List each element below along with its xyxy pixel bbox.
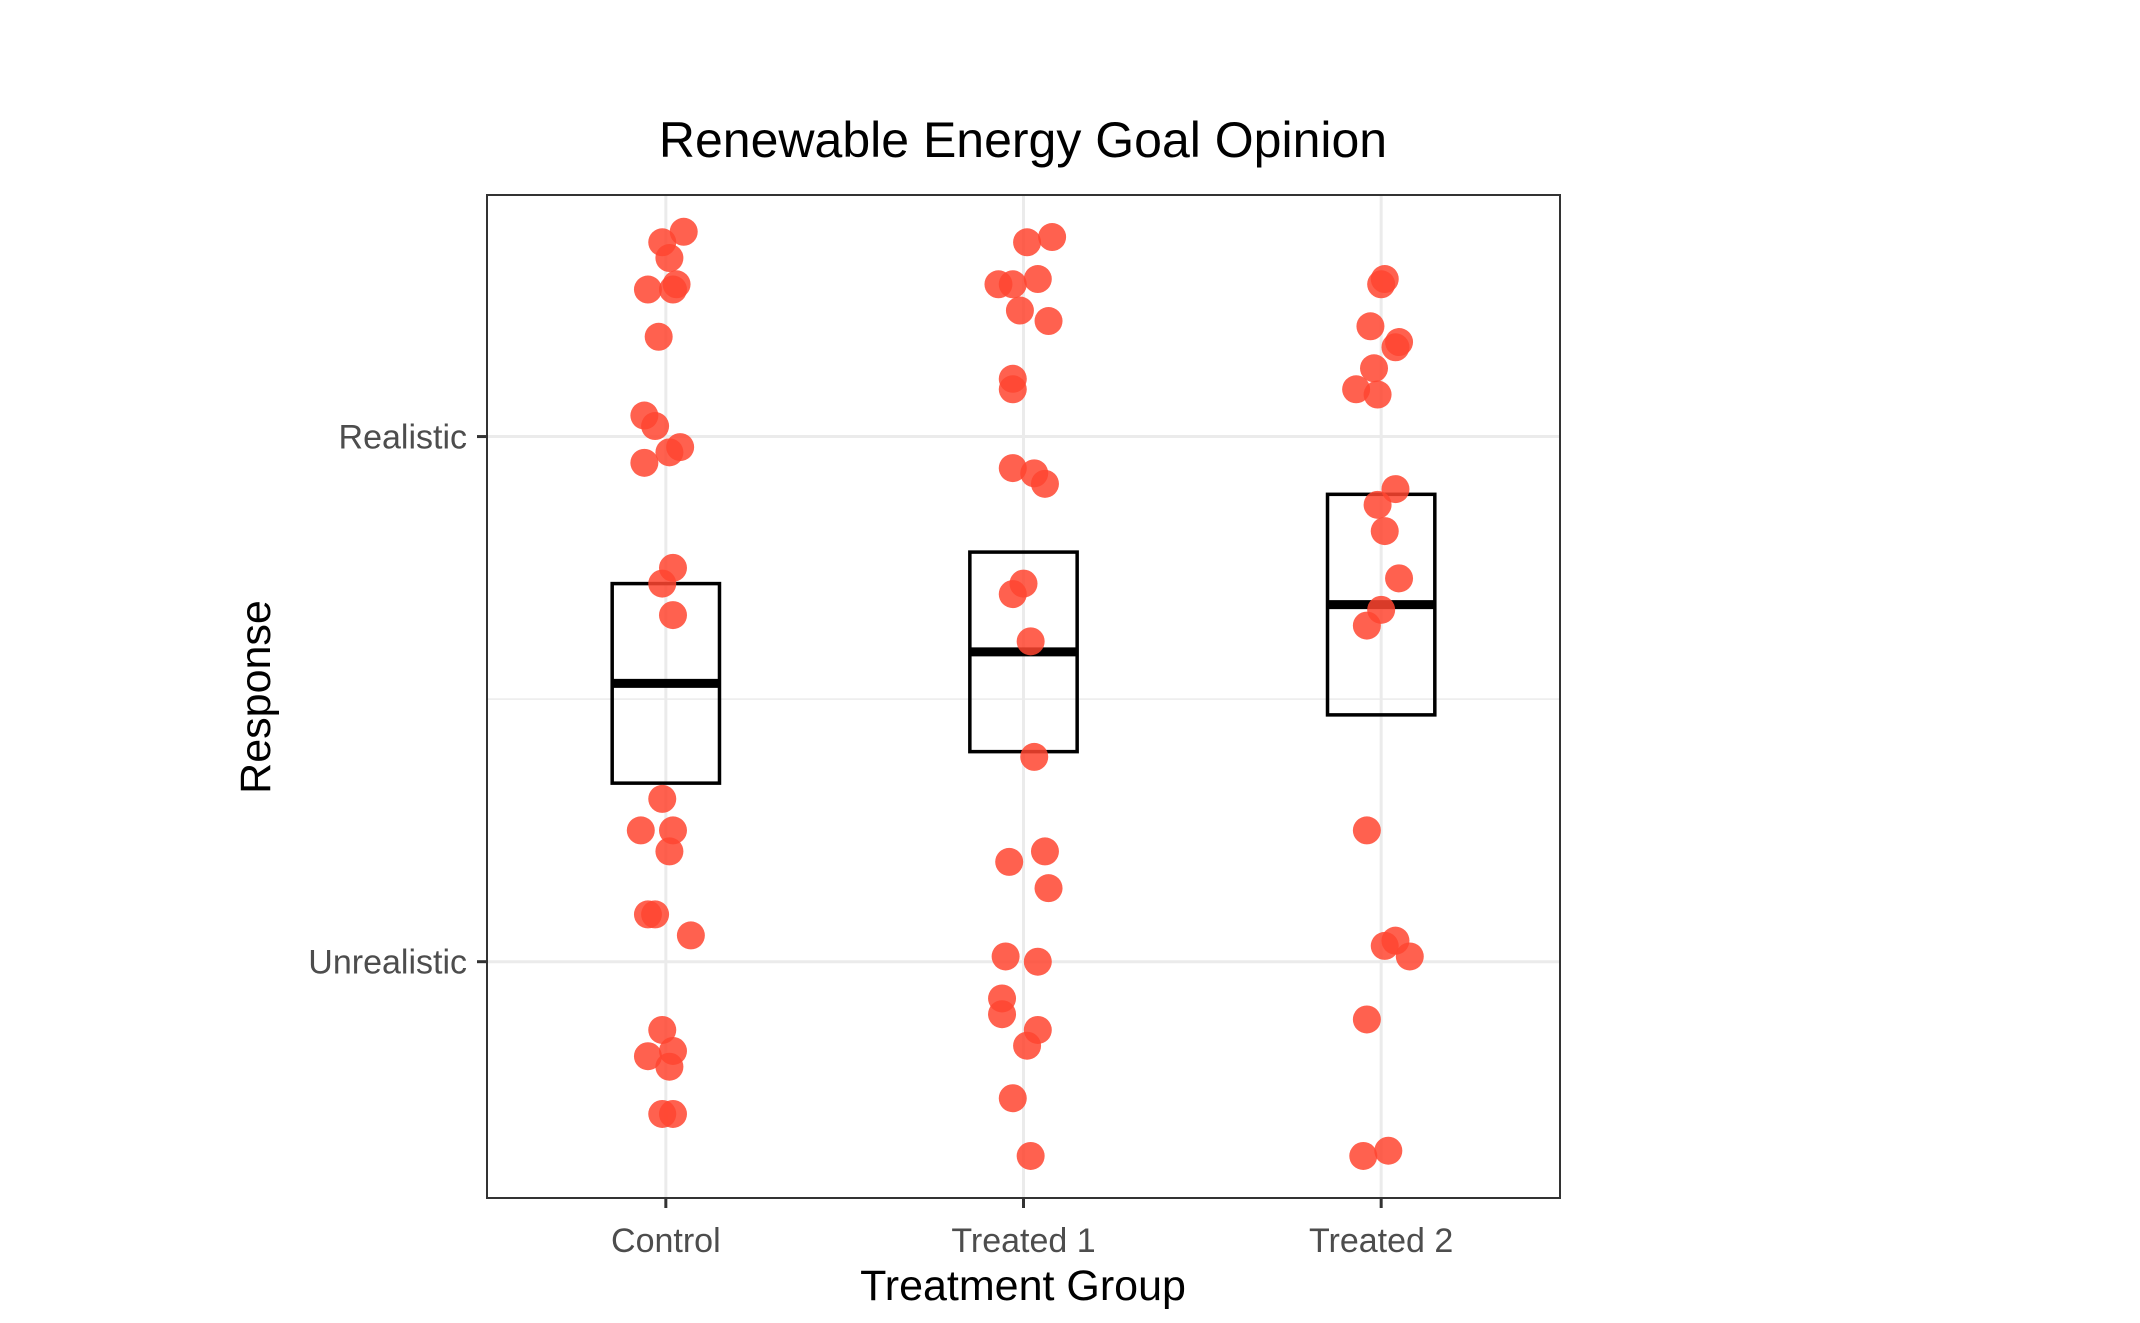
data-point bbox=[669, 217, 698, 246]
data-point bbox=[1360, 354, 1389, 383]
data-point bbox=[1034, 874, 1063, 903]
data-point bbox=[1370, 265, 1399, 294]
data-point bbox=[648, 1015, 677, 1044]
data-point bbox=[1349, 1141, 1378, 1170]
data-point bbox=[998, 270, 1027, 299]
data-point bbox=[655, 244, 684, 273]
data-point bbox=[1016, 627, 1045, 656]
point-layer bbox=[626, 217, 1424, 1170]
x-tick-label: Control bbox=[611, 1222, 721, 1260]
grid bbox=[487, 195, 1560, 1198]
data-point bbox=[991, 942, 1020, 971]
data-point bbox=[655, 837, 684, 866]
data-point bbox=[1385, 564, 1414, 593]
data-point bbox=[998, 454, 1027, 483]
data-point bbox=[1356, 312, 1385, 341]
data-point bbox=[658, 1099, 687, 1128]
axes: Unrealistic Realistic Control Treated 1 Trea… bbox=[308, 419, 1453, 1260]
data-point bbox=[998, 375, 1027, 404]
data-point bbox=[995, 847, 1024, 876]
data-point bbox=[1363, 380, 1392, 409]
data-point bbox=[1023, 265, 1052, 294]
x-axis-title: Treatment Group bbox=[860, 1262, 1186, 1310]
data-point bbox=[1381, 333, 1410, 362]
y-tick-label: Realistic bbox=[339, 419, 467, 457]
y-tick-label: Unrealistic bbox=[308, 944, 467, 982]
data-point bbox=[648, 569, 677, 598]
data-point bbox=[655, 1052, 684, 1081]
chart-title: Renewable Energy Goal Opinion bbox=[659, 112, 1387, 168]
x-tick-label: Treated 1 bbox=[951, 1222, 1095, 1260]
data-point bbox=[1016, 1141, 1045, 1170]
data-point bbox=[648, 784, 677, 813]
data-point bbox=[1038, 223, 1067, 252]
data-point bbox=[1034, 307, 1063, 336]
data-point bbox=[988, 1000, 1017, 1029]
data-point bbox=[1374, 1136, 1403, 1165]
data-point bbox=[1020, 742, 1049, 771]
y-axis-title: Response bbox=[232, 600, 280, 794]
data-point bbox=[655, 438, 684, 467]
data-point bbox=[1005, 296, 1034, 325]
data-point bbox=[626, 816, 655, 845]
data-point bbox=[658, 275, 687, 304]
data-point bbox=[1030, 837, 1059, 866]
data-point bbox=[1342, 375, 1371, 404]
data-point bbox=[1023, 947, 1052, 976]
data-point bbox=[1395, 942, 1424, 971]
data-point bbox=[1352, 816, 1381, 845]
x-tick-label: Treated 2 bbox=[1309, 1222, 1453, 1260]
data-point bbox=[1352, 611, 1381, 640]
data-point bbox=[1352, 1005, 1381, 1034]
data-point bbox=[633, 275, 662, 304]
data-point bbox=[658, 601, 687, 630]
data-point bbox=[676, 921, 705, 950]
data-point bbox=[644, 322, 673, 351]
data-point bbox=[658, 816, 687, 845]
data-point bbox=[1370, 517, 1399, 546]
data-point bbox=[630, 448, 659, 477]
data-point bbox=[633, 1042, 662, 1071]
data-point bbox=[1030, 469, 1059, 498]
data-point bbox=[1363, 490, 1392, 519]
data-point bbox=[641, 412, 670, 441]
data-point bbox=[641, 900, 670, 929]
data-point bbox=[1013, 228, 1042, 257]
data-point bbox=[998, 1084, 1027, 1113]
data-point bbox=[1013, 1031, 1042, 1060]
data-point bbox=[998, 580, 1027, 609]
